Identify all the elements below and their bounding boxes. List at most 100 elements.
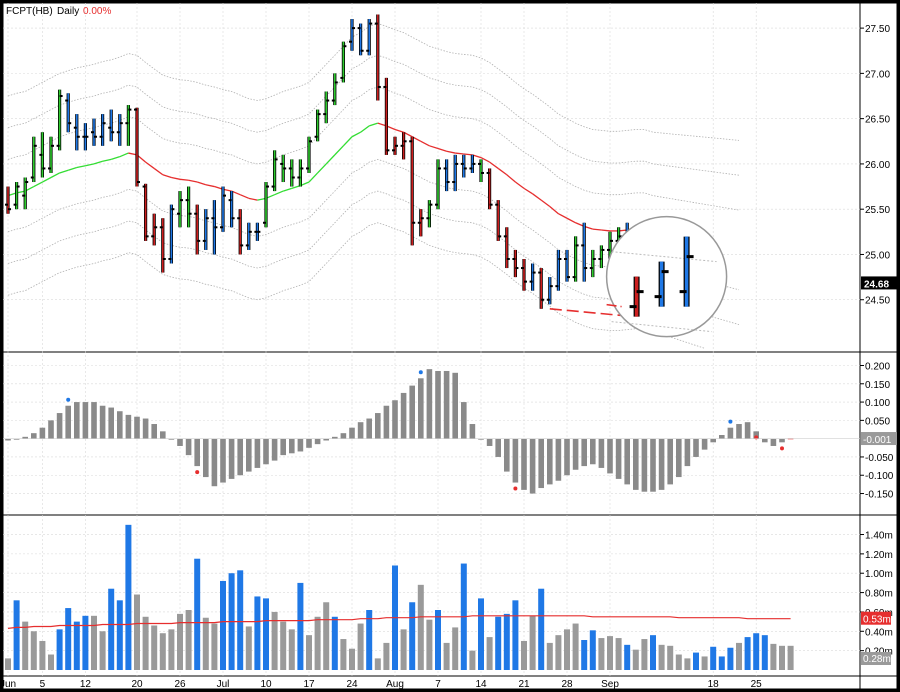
oscillator-bar[interactable] [529, 438, 536, 494]
oscillator-bar[interactable] [314, 438, 321, 445]
volume-bar[interactable] [736, 642, 742, 670]
price-bar[interactable] [564, 249, 570, 282]
volume-bar[interactable] [151, 625, 158, 670]
price-bar[interactable] [409, 136, 416, 246]
price-bar[interactable] [151, 213, 158, 246]
price-bar[interactable] [589, 249, 596, 278]
oscillator-bar[interactable] [624, 438, 630, 485]
price-bar[interactable] [314, 109, 321, 142]
oscillator-bar[interactable] [719, 435, 725, 439]
oscillator-bar[interactable] [461, 402, 467, 439]
volume-bar[interactable] [615, 638, 622, 670]
volume-bar[interactable] [529, 615, 536, 670]
volume-bar[interactable] [108, 588, 115, 670]
volume-bar[interactable] [263, 598, 269, 670]
volume-bar[interactable] [73, 621, 80, 670]
volume-bar[interactable] [417, 584, 424, 670]
price-panel[interactable] [5, 14, 740, 349]
price-bar[interactable] [426, 200, 433, 228]
oscillator-bar[interactable] [676, 438, 682, 478]
volume-bar[interactable] [306, 635, 312, 670]
price-bar[interactable] [331, 73, 338, 106]
oscillator-bar[interactable] [160, 431, 166, 439]
oscillator-bar[interactable] [590, 438, 596, 465]
oscillator-bar[interactable] [607, 438, 613, 474]
oscillator-bar[interactable] [426, 369, 433, 439]
price-bar[interactable] [220, 186, 226, 232]
volume-bar[interactable] [82, 615, 89, 670]
volume-bar[interactable] [426, 619, 433, 670]
volume-bar[interactable] [564, 629, 570, 670]
price-bar[interactable] [460, 154, 467, 178]
volume-bar[interactable] [753, 633, 760, 670]
oscillator-bar[interactable] [547, 438, 553, 485]
volume-bar[interactable] [598, 638, 605, 670]
oscillator-bar[interactable] [211, 438, 218, 487]
volume-bar[interactable] [202, 617, 209, 670]
price-bar[interactable] [108, 109, 115, 142]
oscillator-bar[interactable] [56, 413, 63, 439]
volume-panel[interactable] [5, 524, 794, 670]
volume-bar[interactable] [323, 602, 330, 670]
price-bar[interactable] [82, 123, 89, 151]
volume-bar[interactable] [297, 582, 304, 670]
volume-bar[interactable] [48, 654, 54, 670]
oscillator-bar[interactable] [435, 370, 441, 439]
oscillator-bar[interactable] [306, 438, 312, 448]
price-bar[interactable] [478, 159, 484, 183]
price-bar[interactable] [349, 19, 355, 51]
volume-bar[interactable] [572, 623, 579, 670]
price-bar[interactable] [73, 114, 80, 151]
price-bar[interactable] [228, 191, 235, 228]
volume-bar[interactable] [718, 656, 725, 670]
volume-bar[interactable] [658, 644, 665, 670]
volume-bar[interactable] [280, 621, 287, 670]
oscillator-bar[interactable] [564, 438, 570, 476]
oscillator-bar[interactable] [220, 438, 226, 483]
oscillator-bar[interactable] [753, 431, 759, 439]
price-bar[interactable] [185, 186, 192, 228]
oscillator-bar[interactable] [581, 438, 587, 467]
price-bar[interactable] [22, 177, 29, 210]
price-bar[interactable] [177, 191, 183, 228]
price-bar[interactable] [452, 154, 459, 192]
oscillator-bar[interactable] [65, 405, 71, 439]
oscillator-bar[interactable] [194, 438, 200, 467]
volume-bar[interactable] [486, 637, 493, 670]
volume-bar[interactable] [701, 656, 708, 670]
price-bar[interactable] [5, 186, 11, 214]
price-bar[interactable] [383, 77, 390, 155]
volume-bar[interactable] [13, 600, 20, 670]
oscillator-bar[interactable] [538, 438, 544, 489]
price-bar[interactable] [469, 154, 476, 173]
oscillator-bar[interactable] [142, 418, 149, 439]
volume-bar[interactable] [116, 600, 123, 670]
oscillator-bar[interactable] [443, 370, 450, 439]
price-bar[interactable] [598, 245, 605, 269]
oscillator-bar[interactable] [13, 438, 20, 440]
price-bar[interactable] [529, 263, 536, 291]
volume-bar[interactable] [521, 640, 527, 670]
oscillator-bar[interactable] [744, 422, 751, 439]
volume-bar[interactable] [271, 611, 278, 670]
oscillator-bar[interactable] [357, 422, 364, 439]
price-bar[interactable] [91, 118, 97, 146]
price-bar[interactable] [546, 277, 553, 305]
volume-bar[interactable] [469, 650, 476, 670]
oscillator-bar[interactable] [168, 438, 175, 440]
volume-bar[interactable] [177, 613, 183, 670]
price-bar[interactable] [357, 23, 364, 56]
oscillator-bar[interactable] [48, 420, 54, 439]
oscillator-bar[interactable] [203, 438, 209, 478]
price-bar[interactable] [581, 222, 588, 282]
price-bar[interactable] [374, 14, 381, 101]
volume-bar[interactable] [452, 627, 459, 670]
oscillator-bar[interactable] [237, 438, 243, 476]
price-bar[interactable] [503, 227, 510, 269]
volume-bar[interactable] [340, 639, 347, 670]
oscillator-bar[interactable] [82, 402, 89, 439]
volume-bar[interactable] [770, 643, 777, 670]
volume-bar[interactable] [409, 602, 416, 670]
price-bar[interactable] [134, 107, 140, 187]
volume-bar[interactable] [400, 629, 407, 670]
